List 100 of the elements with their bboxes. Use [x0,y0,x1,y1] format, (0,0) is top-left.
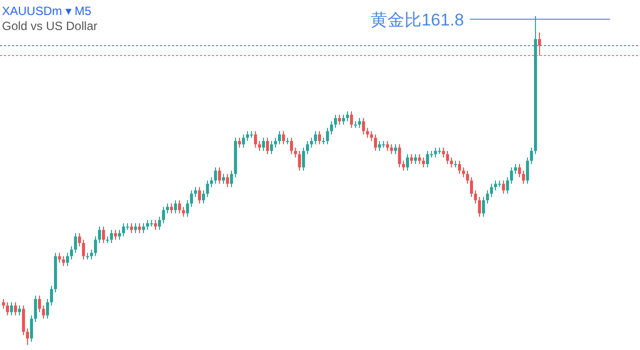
candlestick [246,130,249,142]
candlestick [486,190,489,204]
candlestick [198,186,201,204]
candlestick [282,130,285,145]
candlestick [18,305,21,316]
candlestick [142,222,145,234]
candlestick [418,154,421,165]
candlestick [130,222,133,234]
candlestick [346,110,349,122]
candlestick [218,166,221,184]
candlestick [70,246,73,260]
candlestick [254,130,257,148]
candlestick [506,176,509,194]
candlestick [314,130,317,145]
candlestick [10,302,13,316]
candlestick [146,219,149,230]
candlestick [66,252,69,267]
candlestick [46,298,49,320]
candlestick [110,229,113,244]
candlestick [338,114,341,126]
candlestick [522,170,525,184]
candlestick [434,147,437,158]
candlestick [458,160,461,174]
candlestick [122,222,125,237]
candlestick [374,134,377,152]
candlestick [394,144,397,155]
candlestick [446,150,449,165]
candlestick [378,140,381,152]
candlestick [166,203,169,214]
candlestick [14,302,17,316]
candlestick [466,170,469,184]
candlestick [74,232,77,254]
candlestick [94,236,97,257]
candlestick [210,176,213,188]
candlestick [326,127,329,145]
candlestick [230,170,233,188]
candlestick [118,229,121,240]
candlestick [330,120,333,135]
candlestick [98,226,101,244]
candlestick [490,183,493,198]
candlestick [134,222,137,234]
candlestick [294,147,297,158]
candlestick [510,166,513,184]
candlestick [190,190,193,208]
candlestick [478,196,481,218]
candlestick [342,114,345,126]
candlestick [422,156,425,168]
candlestick [290,137,293,155]
candlestick [286,137,289,145]
candlestick [482,196,485,218]
candlestick [226,173,229,188]
candlestick [62,256,65,267]
candlestick [514,164,517,174]
candlestick [310,137,313,148]
candlestick [262,137,265,152]
candlestick [322,137,325,145]
candlestick [34,295,37,322]
candlestick [358,117,361,128]
candlestick [442,147,445,158]
candlestick [426,150,429,168]
candlestick [158,216,161,230]
candlestick [390,144,393,155]
candlestick [398,144,401,168]
candlestick [258,140,261,152]
candlestick [138,222,141,234]
candlestick [182,206,185,218]
candlestick [214,166,217,184]
candlestick [386,140,389,152]
candlestick [102,226,105,244]
ref-line-label: 黄金比161.8 [370,10,464,30]
candlestick [494,180,497,191]
candlestick [530,147,533,165]
candlestick [58,252,61,264]
candlestick [30,314,33,342]
candlestick [42,305,45,320]
candlestick [274,137,277,148]
candlestick [38,295,41,313]
candlestick [298,150,301,172]
chart-title: XAUUSDm ▾ M5 [2,4,92,19]
candlestick [366,127,369,138]
candlestick [370,130,373,142]
candlestick [78,232,81,247]
candlestick [170,203,173,214]
candlestick [502,180,505,194]
candlestick [462,166,465,178]
candlestick [194,186,197,198]
candlestick [306,140,309,155]
candlestick [406,154,409,172]
candlestick [474,190,477,204]
candlestick [318,130,321,145]
candlestick [26,328,29,345]
candlestick [302,147,305,172]
candlestick [450,156,453,168]
candlestick [402,160,405,172]
candlestick [526,156,529,184]
candlestick [362,117,365,135]
candlestick [266,137,269,155]
candlestick [470,176,473,198]
candlestick [90,249,93,260]
candlestick [238,137,241,148]
